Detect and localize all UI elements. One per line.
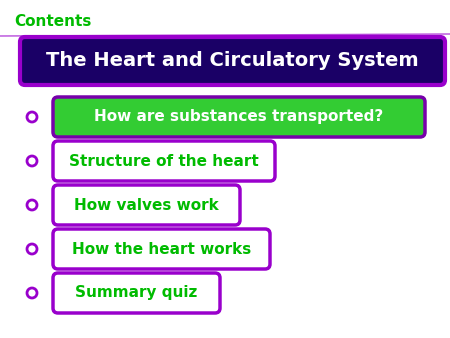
Text: How the heart works: How the heart works — [72, 241, 251, 257]
Text: Summary quiz: Summary quiz — [75, 286, 198, 300]
Text: Structure of the heart: Structure of the heart — [69, 153, 259, 169]
Text: The Heart and Circulatory System: The Heart and Circulatory System — [46, 51, 419, 71]
Text: Contents: Contents — [14, 14, 91, 29]
FancyBboxPatch shape — [53, 185, 240, 225]
FancyBboxPatch shape — [20, 37, 445, 85]
FancyBboxPatch shape — [53, 229, 270, 269]
Text: How valves work: How valves work — [74, 197, 219, 213]
FancyBboxPatch shape — [53, 273, 220, 313]
Text: How are substances transported?: How are substances transported? — [94, 110, 383, 124]
FancyBboxPatch shape — [53, 97, 425, 137]
FancyBboxPatch shape — [53, 141, 275, 181]
